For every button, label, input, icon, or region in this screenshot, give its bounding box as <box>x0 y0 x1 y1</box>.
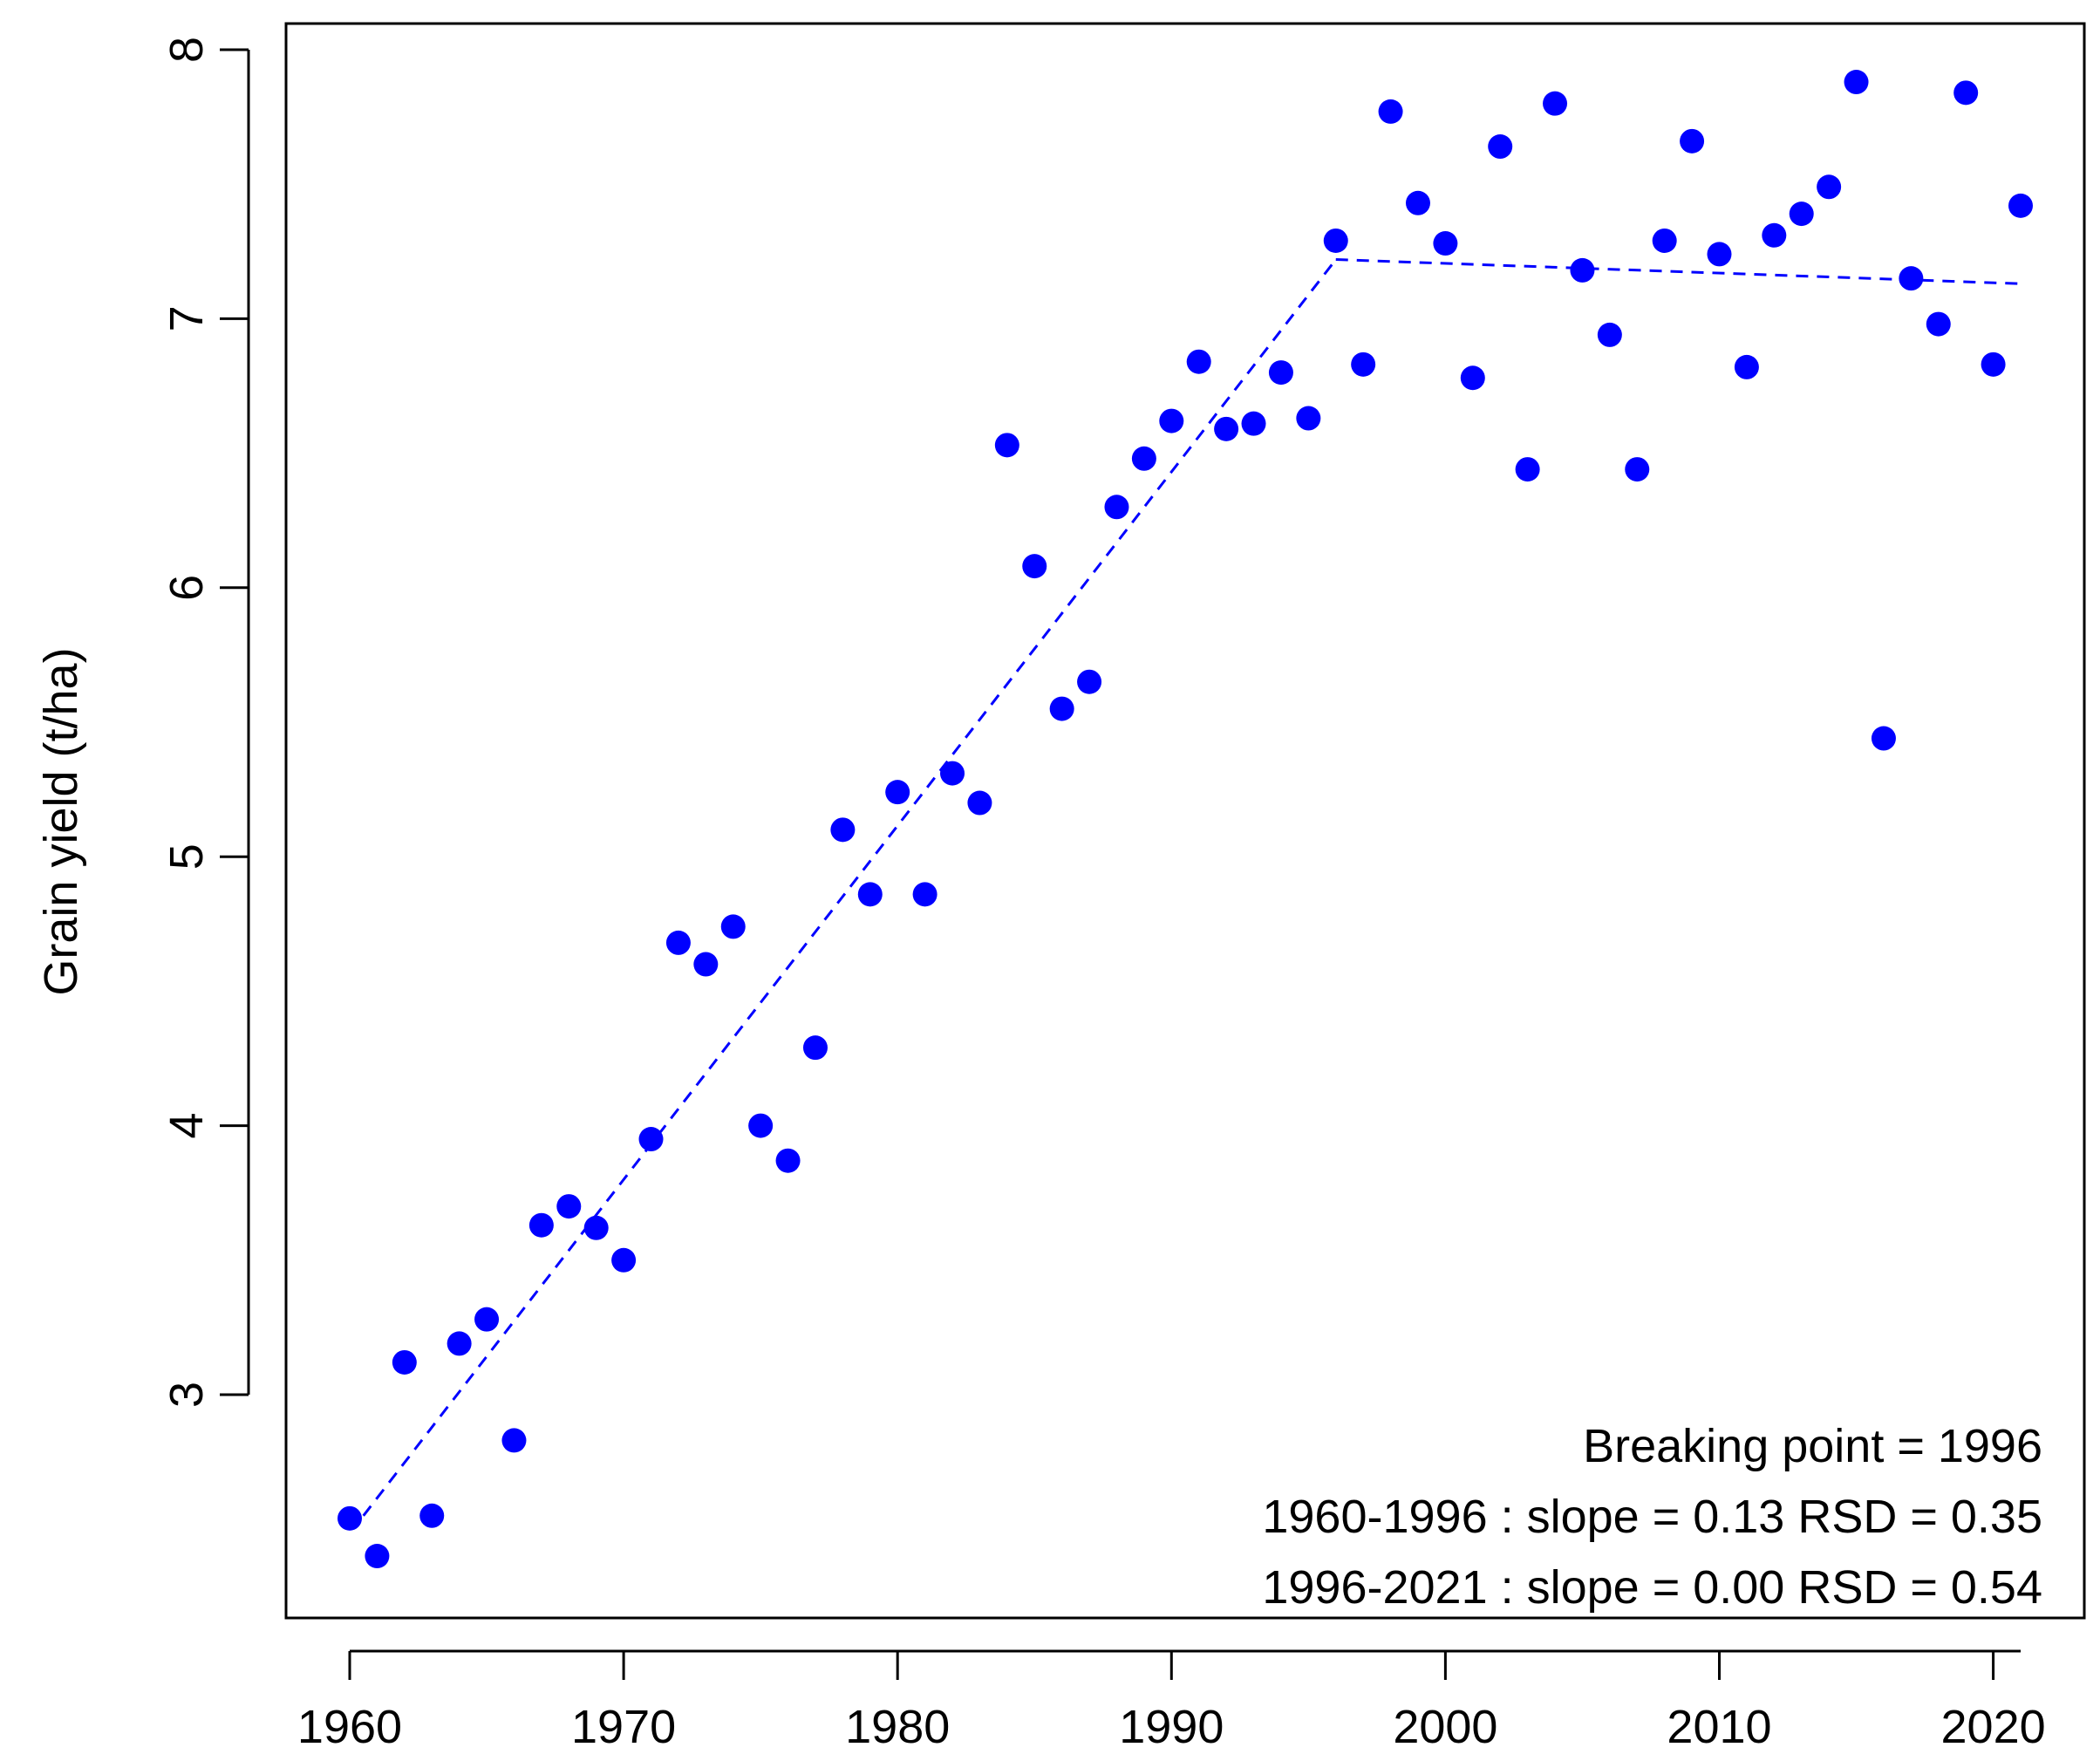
fit-lines <box>362 258 2022 1517</box>
data-point-2007 <box>1625 457 1650 482</box>
y-axis-ticks: 3 4 5 6 7 8 <box>160 37 249 1408</box>
x-tick-label-1960: 1960 <box>297 1701 402 1753</box>
data-point-1968 <box>556 1194 582 1219</box>
y-tick-label-8: 8 <box>160 37 213 63</box>
data-point-1978 <box>830 817 856 843</box>
annotation-slope-1960-1996: 1960-1996 : slope = 0.13 RSD = 0.35 <box>1262 1491 2042 1543</box>
data-point-1961 <box>365 1544 390 1569</box>
data-points <box>338 70 2033 1569</box>
data-point-2004 <box>1543 91 1568 116</box>
data-point-2019 <box>1953 80 1979 106</box>
data-point-1996 <box>1323 228 1348 253</box>
data-point-2003 <box>1515 457 1540 482</box>
data-point-1970 <box>611 1247 637 1273</box>
annotation-box: Breaking point = 1996 1960-1996 : slope … <box>1262 1420 2042 1614</box>
data-point-1997 <box>1351 352 1376 377</box>
x-axis-ticks: 1960 1970 1980 1990 2000 2010 2020 <box>297 1651 2046 1753</box>
data-point-2014 <box>1817 174 1842 200</box>
x-axis: 1960 1970 1980 1990 2000 2010 2020 <box>297 1649 2046 1753</box>
y-tick-label-6: 6 <box>160 575 213 601</box>
data-point-1983 <box>967 790 992 816</box>
data-point-2017 <box>1899 266 1924 291</box>
data-point-1980 <box>885 780 910 805</box>
data-point-1995 <box>1296 406 1321 431</box>
data-point-1977 <box>802 1035 828 1061</box>
x-tick-label-1990: 1990 <box>1119 1701 1224 1753</box>
data-point-2008 <box>1652 228 1677 253</box>
data-point-1998 <box>1378 99 1403 124</box>
x-tick-label-1970: 1970 <box>571 1701 676 1753</box>
data-point-1979 <box>857 882 883 907</box>
data-point-1967 <box>528 1212 554 1238</box>
y-tick-label-4: 4 <box>160 1113 213 1139</box>
data-point-1965 <box>474 1307 500 1332</box>
y-tick-label-3: 3 <box>160 1382 213 1408</box>
data-point-1987 <box>1077 669 1102 694</box>
data-point-1988 <box>1104 495 1129 520</box>
data-point-1971 <box>638 1127 664 1152</box>
data-point-1974 <box>720 914 746 939</box>
data-point-1960 <box>338 1505 362 1531</box>
data-point-2015 <box>1844 70 1869 95</box>
data-point-1976 <box>775 1148 801 1173</box>
data-point-1963 <box>419 1503 445 1528</box>
y-tick-label-7: 7 <box>160 305 213 331</box>
annotation-slope-1996-2021: 1996-2021 : slope = 0.00 RSD = 0.54 <box>1262 1561 2042 1614</box>
data-point-2001 <box>1460 365 1485 391</box>
y-axis: 3 4 5 6 7 8 <box>160 37 250 1408</box>
x-tick-label-2010: 2010 <box>1667 1701 1771 1753</box>
data-point-1982 <box>940 761 965 786</box>
data-point-1999 <box>1405 190 1430 215</box>
data-point-1991 <box>1186 349 1211 374</box>
data-point-1993 <box>1241 411 1266 436</box>
data-point-1989 <box>1131 446 1156 471</box>
data-point-2010 <box>1707 242 1732 267</box>
data-point-1984 <box>994 433 1019 458</box>
data-point-2009 <box>1680 128 1705 154</box>
plot-frame <box>284 22 2086 1620</box>
x-tick-label-1980: 1980 <box>845 1701 950 1753</box>
data-point-1966 <box>501 1428 527 1453</box>
x-tick-label-2020: 2020 <box>1941 1701 2046 1753</box>
data-point-1990 <box>1159 408 1184 433</box>
data-point-2018 <box>1926 311 1951 337</box>
data-point-1964 <box>447 1331 472 1356</box>
data-point-2021 <box>2008 193 2033 218</box>
data-point-1973 <box>693 952 719 977</box>
data-point-2000 <box>1433 231 1458 256</box>
data-point-1994 <box>1268 360 1293 386</box>
data-point-1972 <box>665 930 691 955</box>
data-point-2016 <box>1871 726 1896 751</box>
data-point-2006 <box>1597 322 1622 347</box>
data-point-2013 <box>1789 201 1814 227</box>
data-point-2020 <box>1981 352 2006 377</box>
fit-line-segment-1 <box>362 258 1337 1517</box>
data-point-2005 <box>1570 257 1595 283</box>
data-point-2002 <box>1488 134 1513 160</box>
data-point-1969 <box>583 1215 609 1240</box>
data-point-1992 <box>1214 416 1239 441</box>
data-point-1962 <box>392 1349 417 1375</box>
y-tick-label-5: 5 <box>160 843 213 870</box>
annotation-breaking-point: Breaking point = 1996 <box>1583 1420 2042 1472</box>
data-point-1975 <box>748 1113 774 1138</box>
data-point-1986 <box>1049 696 1074 721</box>
data-point-1981 <box>912 882 938 907</box>
data-point-1985 <box>1022 554 1047 579</box>
y-axis-title: Grain yield (t/ha) <box>35 647 87 995</box>
data-point-2011 <box>1734 354 1759 379</box>
x-tick-label-2000: 2000 <box>1393 1701 1497 1753</box>
data-point-2012 <box>1762 222 1787 248</box>
